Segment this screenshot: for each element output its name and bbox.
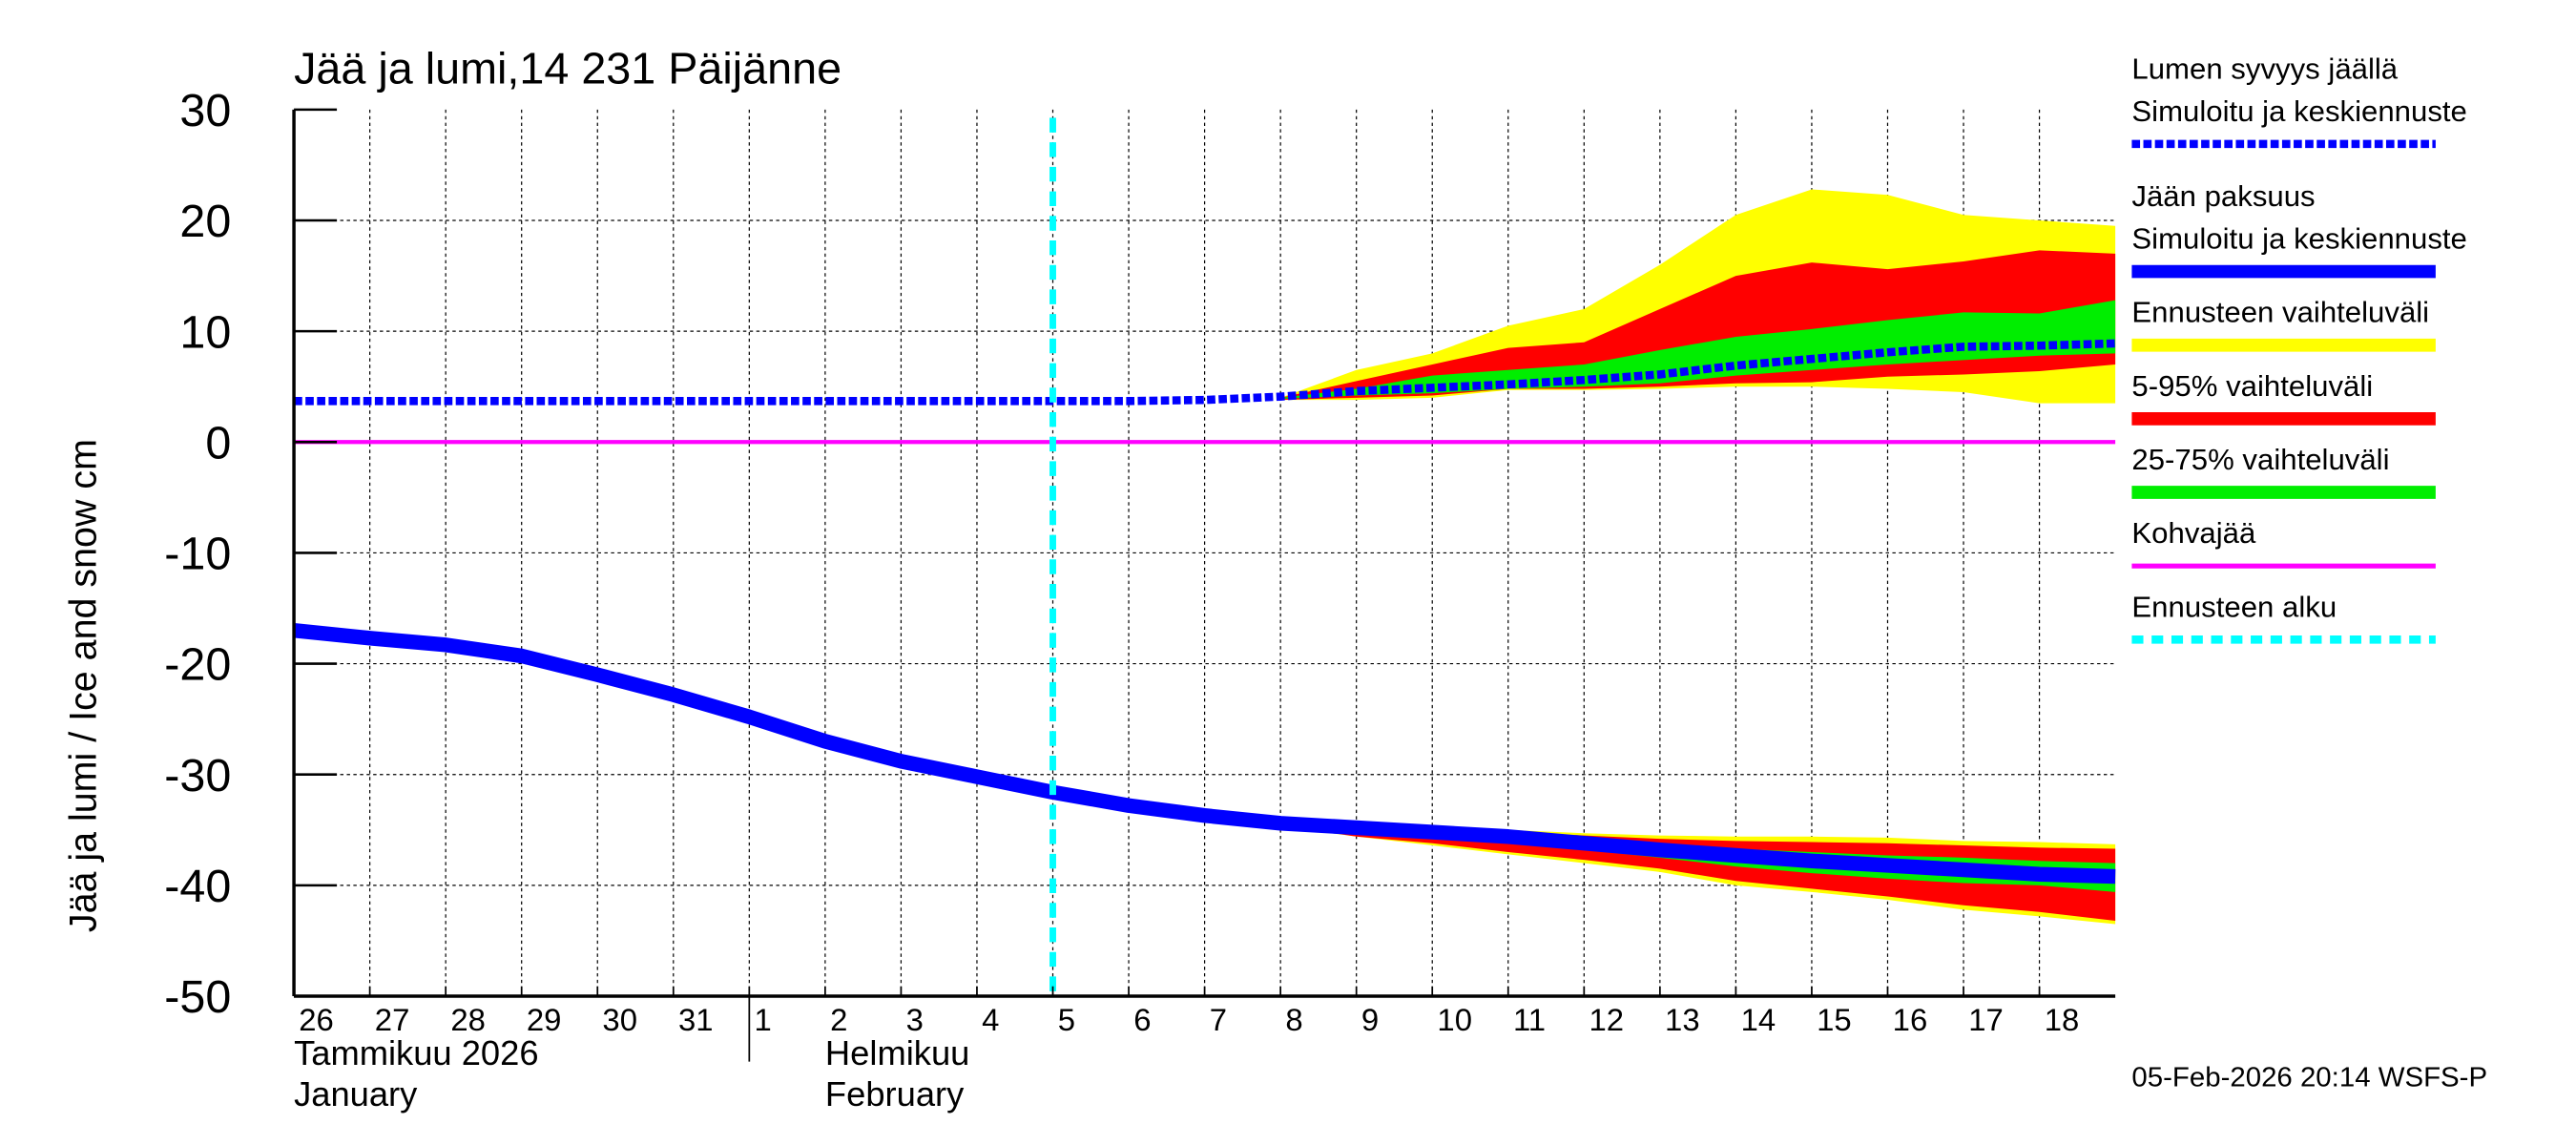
legend-label-2: Simuloitu ja keskiennuste bbox=[2131, 94, 2466, 128]
legend-label: Ennusteen alku bbox=[2131, 590, 2337, 623]
y-tick-label: -20 bbox=[164, 639, 231, 691]
x-tick-label: 27 bbox=[375, 1002, 410, 1037]
footer-timestamp: 05-Feb-2026 20:14 WSFS-P bbox=[2131, 1061, 2487, 1093]
y-tick-label: -50 bbox=[164, 971, 231, 1023]
x-tick-label: 14 bbox=[1741, 1002, 1776, 1037]
legend-label-2: Simuloitu ja keskiennuste bbox=[2131, 222, 2466, 256]
x-tick-label: 4 bbox=[982, 1002, 999, 1037]
x-tick-label: 5 bbox=[1058, 1002, 1075, 1037]
x-tick-label: 28 bbox=[450, 1002, 486, 1037]
legend-label: Jään paksuus bbox=[2131, 179, 2315, 213]
x-tick-label: 12 bbox=[1589, 1002, 1625, 1037]
y-tick-label: -10 bbox=[164, 529, 231, 580]
x-tick-label: 2 bbox=[830, 1002, 847, 1037]
snow-depth-line bbox=[294, 339, 2116, 406]
y-tick-label: -30 bbox=[164, 750, 231, 802]
x-tick-label: 11 bbox=[1513, 1002, 1546, 1037]
y-tick-label: 30 bbox=[179, 85, 231, 136]
month-label-en: February bbox=[825, 1074, 964, 1114]
x-tick-label: 1 bbox=[755, 1002, 772, 1037]
snow-25-75-band bbox=[1280, 300, 2116, 399]
legend-label: Lumen syvyys jäällä bbox=[2131, 52, 2398, 85]
x-tick-label: 29 bbox=[527, 1002, 562, 1037]
x-tick-label: 8 bbox=[1285, 1002, 1302, 1037]
x-tick-label: 17 bbox=[1968, 1002, 2004, 1037]
x-tick-label: 16 bbox=[1893, 1002, 1928, 1037]
month-label-fi: Tammikuu 2026 bbox=[294, 1033, 538, 1072]
month-label-en: January bbox=[294, 1074, 417, 1114]
ice-thickness-line bbox=[293, 623, 2116, 885]
y-tick-label: 0 bbox=[205, 418, 231, 469]
legend-label: Ennusteen vaihteluväli bbox=[2131, 296, 2429, 329]
y-tick-label: 10 bbox=[179, 306, 231, 358]
x-tick-label: 31 bbox=[678, 1002, 714, 1037]
y-tick-label: -40 bbox=[164, 861, 231, 912]
x-tick-label: 26 bbox=[299, 1002, 334, 1037]
x-tick-label: 6 bbox=[1133, 1002, 1151, 1037]
x-tick-label: 13 bbox=[1665, 1002, 1700, 1037]
legend-label: 5-95% vaihteluväli bbox=[2131, 369, 2373, 403]
legend-label: Kohvajää bbox=[2131, 516, 2256, 550]
month-label-fi: Helmikuu bbox=[825, 1033, 969, 1072]
x-tick-label: 10 bbox=[1437, 1002, 1472, 1037]
x-tick-label: 7 bbox=[1210, 1002, 1227, 1037]
ice-5-95-band bbox=[1280, 822, 2116, 922]
x-tick-label: 30 bbox=[602, 1002, 637, 1037]
y-axis-label: Jää ja lumi / Ice and snow cm bbox=[62, 439, 104, 932]
x-tick-label: 15 bbox=[1817, 1002, 1852, 1037]
x-tick-label: 3 bbox=[906, 1002, 924, 1037]
legend-label: 25-75% vaihteluväli bbox=[2131, 443, 2389, 476]
x-tick-label: 9 bbox=[1361, 1002, 1379, 1037]
y-tick-label: 20 bbox=[179, 196, 231, 247]
chart-title: Jää ja lumi,14 231 Päijänne bbox=[294, 44, 841, 94]
x-tick-label: 18 bbox=[2045, 1002, 2080, 1037]
